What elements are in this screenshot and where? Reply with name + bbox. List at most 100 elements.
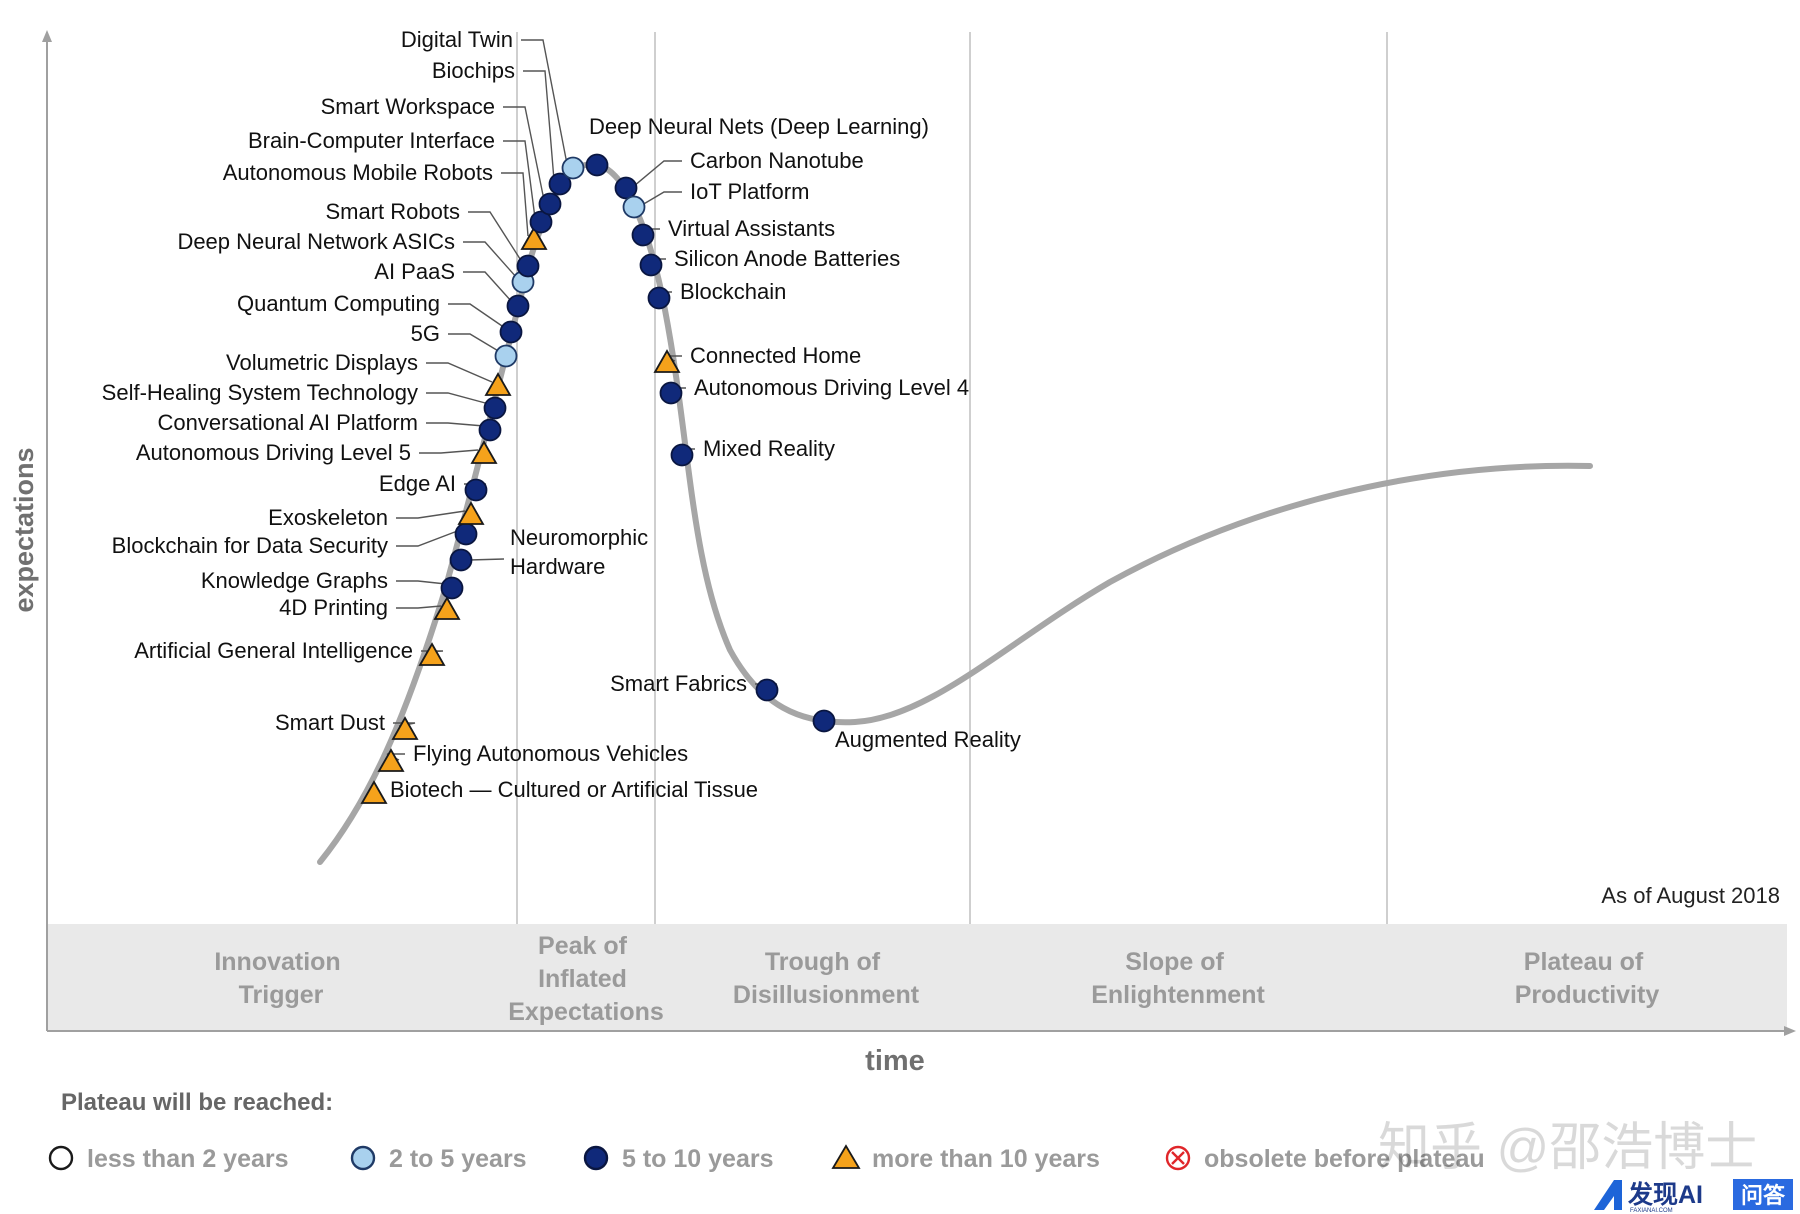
phase-line: Trigger xyxy=(239,981,324,1009)
legend-label: obsolete before plateau xyxy=(1204,1145,1485,1173)
leader-line xyxy=(448,333,501,353)
marker-circle xyxy=(440,576,464,600)
leader-line xyxy=(419,449,479,454)
phase-line: Plateau of xyxy=(1524,948,1644,976)
marker-triangle xyxy=(470,440,498,464)
leader-line xyxy=(396,510,466,519)
phase-plateau: Plateau of Productivity xyxy=(1515,948,1660,1009)
legend-item-gt10: more than 10 years xyxy=(831,1144,1100,1173)
marker-circle xyxy=(614,176,638,200)
data-label: Virtual Assistants xyxy=(668,216,835,241)
marker-circle xyxy=(812,709,836,733)
data-label: Quantum Computing xyxy=(237,291,440,316)
data-label: Volumetric Displays xyxy=(226,350,418,375)
x-axis-arrow xyxy=(1784,1026,1796,1036)
data-label: Mixed Reality xyxy=(703,436,835,461)
data-label: Biochips xyxy=(432,58,515,83)
phase-dividers xyxy=(516,32,1388,924)
data-label-line: Hardware xyxy=(510,554,605,579)
legend-title: Plateau will be reached: xyxy=(61,1089,333,1116)
data-labels: Biotech — Cultured or Artificial Tissue F… xyxy=(102,27,1021,802)
data-label: Augmented Reality xyxy=(835,727,1021,752)
data-label: Brain-Computer Interface xyxy=(248,128,495,153)
data-label: Flying Autonomous Vehicles xyxy=(413,741,688,766)
data-label: Exoskeleton xyxy=(268,505,388,530)
phase-line: Disillusionment xyxy=(733,981,920,1009)
leader-line xyxy=(523,70,555,181)
marker-circle xyxy=(585,153,609,177)
leader-line xyxy=(448,303,506,329)
phase-trough: Trough of Disillusionment xyxy=(733,948,920,1009)
marker-circle xyxy=(529,210,553,234)
data-label: AI PaaS xyxy=(374,259,455,284)
leader-line xyxy=(463,241,518,279)
data-label: Autonomous Mobile Robots xyxy=(223,160,493,185)
data-label: Digital Twin xyxy=(401,27,513,52)
data-label-line: Neuromorphic xyxy=(510,525,648,550)
y-axis-arrow xyxy=(42,30,52,42)
marker-circle xyxy=(670,443,694,467)
marker-triangle xyxy=(377,748,405,772)
badge-sub: FAXIANAI.COM xyxy=(1630,1208,1673,1214)
phase-line: Productivity xyxy=(1515,981,1660,1009)
marker-circle xyxy=(647,286,671,310)
legend-triangle-icon xyxy=(831,1144,861,1169)
data-markers xyxy=(360,153,836,804)
phase-line: Peak of xyxy=(538,932,628,960)
phase-line: Enlightenment xyxy=(1091,981,1265,1009)
marker-triangle xyxy=(418,642,446,666)
legend-circle-icon xyxy=(350,1145,376,1171)
marker-circle xyxy=(548,172,572,196)
legend-item-obsolete: obsolete before plateau xyxy=(1165,1145,1485,1173)
badge-brand: 发现AI xyxy=(1627,1180,1703,1209)
badge-tag-bg xyxy=(1733,1179,1793,1210)
phase-band xyxy=(47,924,1787,1031)
legend-label: less than 2 years xyxy=(87,1145,289,1173)
marker-circle xyxy=(449,548,473,572)
watermark: 知乎 @邵浩博士 xyxy=(1378,1119,1757,1177)
data-label: Biotech — Cultured or Artificial Tissue xyxy=(390,777,758,802)
data-label: Blockchain xyxy=(680,279,786,304)
leader-line xyxy=(426,422,485,427)
as-of-note: As of August 2018 xyxy=(1601,883,1780,908)
marker-triangle xyxy=(484,372,512,396)
data-label: Conversational AI Platform xyxy=(158,410,418,435)
marker-circle xyxy=(494,344,518,368)
leader-line xyxy=(641,191,682,206)
leader-line xyxy=(468,558,505,561)
data-label: Silicon Anode Batteries xyxy=(674,246,900,271)
phase-slope: Slope of Enlightenment xyxy=(1091,948,1265,1009)
marker-triangle xyxy=(457,501,485,525)
marker-triangle xyxy=(391,716,419,740)
leader-line xyxy=(396,529,461,547)
leader-line xyxy=(521,39,568,165)
y-axis-title: expectations xyxy=(9,447,39,612)
marker-triangle xyxy=(433,596,461,620)
marker-triangle xyxy=(360,780,388,804)
badge-tag: 问答 xyxy=(1741,1183,1786,1208)
phase-line: Innovation xyxy=(214,948,340,976)
legend-circle-icon xyxy=(583,1145,609,1171)
data-label: Smart Fabrics xyxy=(610,671,747,696)
leader-line xyxy=(468,211,523,263)
data-label: Deep Neural Nets (Deep Learning) xyxy=(589,114,929,139)
marker-circle xyxy=(631,223,655,247)
marker-circle xyxy=(506,294,530,318)
data-label: Smart Dust xyxy=(275,710,385,735)
leader-line xyxy=(501,172,529,237)
legend-item-y5to10: 5 to 10 years xyxy=(583,1145,774,1173)
marker-circle xyxy=(483,396,507,420)
leader-line xyxy=(426,362,493,383)
marker-circle xyxy=(538,192,562,216)
data-label: IoT Platform xyxy=(690,179,809,204)
data-label: 5G xyxy=(411,321,440,346)
badge-logo-icon xyxy=(1594,1180,1622,1210)
data-label: Autonomous Driving Level 4 xyxy=(694,375,969,400)
data-label: Smart Robots xyxy=(326,199,461,224)
phase-line: Slope of xyxy=(1125,948,1224,976)
x-axis-title: time xyxy=(865,1045,925,1077)
data-label: Edge AI xyxy=(379,471,456,496)
marker-circle xyxy=(659,381,683,405)
data-label: Smart Workspace xyxy=(321,94,495,119)
